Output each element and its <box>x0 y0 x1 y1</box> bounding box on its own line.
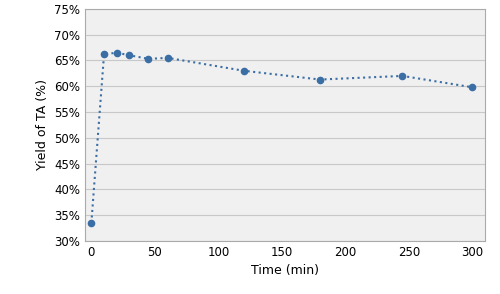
X-axis label: Time (min): Time (min) <box>251 265 319 278</box>
Y-axis label: Yield of TA (%): Yield of TA (%) <box>36 79 49 171</box>
